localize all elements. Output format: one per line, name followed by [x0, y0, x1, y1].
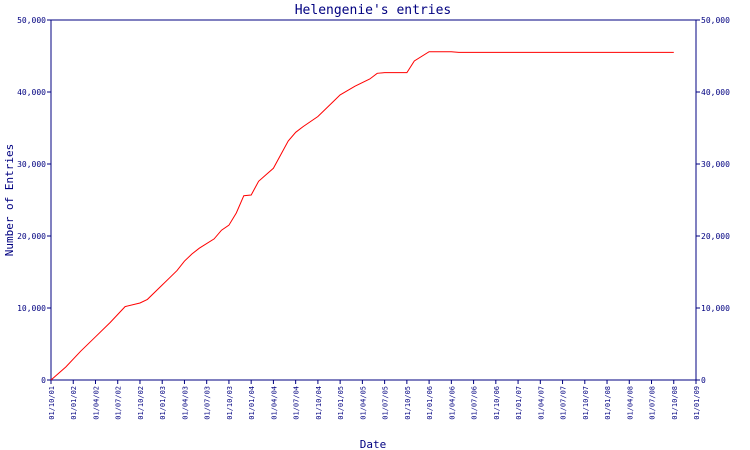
x-tick-label: 01/04/05: [359, 386, 367, 420]
x-tick-label: 01/10/05: [404, 386, 412, 420]
x-tick-label: 01/10/08: [671, 386, 679, 420]
y-tick-label-left: 40,000: [17, 88, 46, 97]
x-tick-label: 01/07/08: [649, 386, 657, 420]
x-tick-label: 01/10/01: [48, 386, 56, 420]
y-tick-label-right: 50,000: [701, 16, 730, 25]
y-tick-label-left: 20,000: [17, 232, 46, 241]
x-tick-label: 01/10/06: [493, 386, 501, 420]
y-tick-label-right: 10,000: [701, 304, 730, 313]
x-tick-label: 01/01/08: [604, 386, 612, 420]
x-tick-label: 01/04/04: [270, 386, 278, 420]
plot-frame: [50, 19, 697, 381]
y-tick-label-left: 50,000: [17, 16, 46, 25]
x-tick-label: 01/07/03: [204, 386, 212, 420]
y-tick-label-right: 40,000: [701, 88, 730, 97]
axis-ticks: 0 0 10,000 10,000 20,000 20,000 30,000 30,000 40…: [17, 16, 730, 420]
x-tick-label: 01/01/03: [159, 386, 167, 420]
x-tick-label: 01/10/02: [137, 386, 145, 420]
y-tick-label-left: 10,000: [17, 304, 46, 313]
x-tick-label: 01/04/07: [537, 386, 545, 420]
x-axis-label: Date: [360, 438, 387, 450]
x-tick-label: 01/01/04: [248, 386, 256, 420]
x-tick-label: 01/04/02: [92, 386, 100, 420]
x-tick-label: 01/04/06: [448, 386, 456, 420]
y-tick-label-left: 0: [41, 376, 46, 385]
series-line: [50, 51, 674, 381]
x-tick-label: 01/01/07: [515, 386, 523, 420]
x-tick-label: 01/07/05: [382, 386, 390, 420]
x-tick-label: 01/01/09: [693, 386, 701, 420]
plot-axes: [50, 19, 697, 381]
y-tick-label-right: 30,000: [701, 160, 730, 169]
x-tick-label: 01/10/07: [582, 386, 590, 420]
x-tick-label: 01/07/06: [471, 386, 479, 420]
x-tick-label: 01/07/04: [293, 386, 301, 420]
x-tick-label: 01/07/07: [560, 386, 568, 420]
chart-title: Helengenie's entries: [295, 3, 452, 18]
y-tick-label-right: 20,000: [701, 232, 730, 241]
x-tick-label: 01/07/02: [115, 386, 123, 420]
x-tick-label: 01/01/06: [426, 386, 434, 420]
x-tick-label: 01/04/08: [626, 386, 634, 420]
y-tick-label-right: 0: [701, 376, 706, 385]
x-tick-label: 01/10/03: [226, 386, 234, 420]
x-tick-label: 01/04/03: [181, 386, 189, 420]
y-axis-label: Number of Entries: [3, 144, 16, 257]
x-tick-label: 01/10/04: [315, 386, 323, 420]
x-tick-label: 01/01/02: [70, 386, 78, 420]
y-tick-label-left: 30,000: [17, 160, 46, 169]
series-group: [50, 51, 674, 381]
x-tick-label: 01/01/05: [337, 386, 345, 420]
